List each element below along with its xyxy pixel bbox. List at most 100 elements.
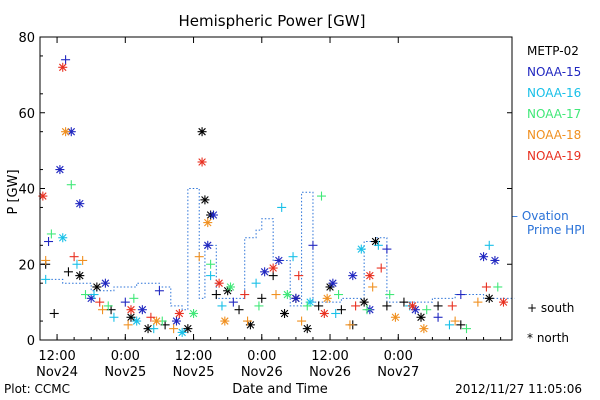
x-tick-date: Nov25 <box>173 365 215 380</box>
south-point-metp-02 <box>211 290 221 300</box>
legend: METP-02 NOAA-15 NOAA-16 NOAA-17 NOAA-18 NOAA-… <box>512 44 585 345</box>
north-point-noaa-15 <box>171 316 181 326</box>
south-point-noaa-18 <box>169 324 179 334</box>
y-tick-label: 80 <box>18 31 35 46</box>
south-point-noaa-16 <box>288 252 298 262</box>
north-point-noaa-15 <box>479 252 489 262</box>
x-tick-time: 12:00 <box>38 349 75 364</box>
south-point-noaa-15 <box>382 244 392 254</box>
south-point-metp-02 <box>456 320 466 330</box>
north-point-noaa-15 <box>208 210 218 220</box>
south-point-noaa-16 <box>331 308 341 318</box>
north-point-noaa-17 <box>189 308 199 318</box>
south-point-noaa-17 <box>206 259 216 269</box>
x-tick-date: Nov27 <box>377 365 419 380</box>
south-point-noaa-17 <box>80 290 90 300</box>
north-point-metp-02 <box>92 282 102 292</box>
south-point-noaa-18 <box>98 305 108 315</box>
north-point-metp-02 <box>126 312 136 322</box>
north-point-metp-02 <box>197 127 207 137</box>
south-point-noaa-19 <box>481 282 491 292</box>
north-point-noaa-19 <box>365 271 375 281</box>
south-point-noaa-18 <box>345 320 355 330</box>
south-point-metp-02 <box>257 293 267 303</box>
north-point-noaa-19 <box>58 62 68 72</box>
x-tick-date: Nov25 <box>104 365 146 380</box>
south-point-noaa-16 <box>89 290 99 300</box>
south-point-noaa-16 <box>277 202 287 212</box>
footer-plot-credit: Plot: CCMC <box>4 382 70 396</box>
south-point-metp-02 <box>49 308 59 318</box>
south-point-noaa-16 <box>251 278 261 288</box>
south-point-noaa-16 <box>149 324 159 334</box>
north-point-noaa-15 <box>55 165 65 175</box>
x-axis-ticks: 12:00Nov240:00Nov2512:00Nov250:00Nov2612… <box>36 37 502 380</box>
south-point-metp-02 <box>314 301 324 311</box>
legend-entry: NOAA-16 <box>527 86 581 100</box>
south-point-noaa-19 <box>447 301 457 311</box>
south-point-noaa-19 <box>351 301 361 311</box>
north-point-noaa-16 <box>177 327 187 337</box>
south-point-noaa-18 <box>78 255 88 265</box>
south-point-noaa-15 <box>61 55 71 65</box>
south-point-metp-02 <box>433 301 443 311</box>
legend-marker-north: * north <box>527 331 569 345</box>
x-tick-date: Nov26 <box>241 365 283 380</box>
south-point-metp-02 <box>234 305 244 315</box>
south-point-metp-02 <box>268 271 278 281</box>
legend-entry: NOAA-19 <box>527 149 581 163</box>
north-point-metp-02 <box>183 324 193 334</box>
ovation-hpi-line <box>51 188 515 311</box>
south-point-noaa-17 <box>302 301 312 311</box>
x-tick-time: 12:00 <box>311 349 348 364</box>
y-tick-label: 20 <box>18 258 35 273</box>
south-point-noaa-19 <box>95 297 105 307</box>
south-point-noaa-16 <box>217 301 227 311</box>
north-point-metp-02 <box>200 195 210 205</box>
north-point-noaa-18 <box>220 316 230 326</box>
south-point-noaa-17 <box>316 191 326 201</box>
y-axis-ticks: 0 20 40 60 80 <box>18 31 512 349</box>
south-point-noaa-18 <box>297 316 307 326</box>
footer-timestamp: 2012/11/27 11:05:06 <box>455 382 582 396</box>
y-axis-label: P [GW] <box>6 169 21 214</box>
x-tick-time: 0:00 <box>384 349 413 364</box>
north-point-metp-02 <box>280 308 290 318</box>
south-point-noaa-18 <box>473 297 483 307</box>
south-point-noaa-16 <box>72 259 82 269</box>
south-point-noaa-16 <box>373 240 383 250</box>
north-point-noaa-18 <box>61 127 71 137</box>
south-point-noaa-18 <box>41 255 51 265</box>
legend-ovation: – Ovation Prime HPI <box>512 209 585 237</box>
ovation-hpi-steps <box>51 188 515 311</box>
north-point-noaa-15 <box>291 293 301 303</box>
data-points <box>38 55 508 337</box>
south-point-noaa-16 <box>41 274 51 284</box>
south-point-noaa-15 <box>154 286 164 296</box>
north-point-noaa-18 <box>152 316 162 326</box>
north-point-noaa-17 <box>226 282 236 292</box>
south-point-noaa-15 <box>120 297 130 307</box>
south-point-noaa-17 <box>103 301 113 311</box>
north-point-noaa-15 <box>348 271 358 281</box>
north-point-noaa-15 <box>328 278 338 288</box>
south-point-noaa-17 <box>462 324 472 334</box>
x-tick-time: 0:00 <box>111 349 140 364</box>
south-point-noaa-17 <box>422 305 432 315</box>
south-point-noaa-16 <box>109 312 119 322</box>
south-point-noaa-18 <box>450 316 460 326</box>
south-point-noaa-17 <box>385 290 395 300</box>
south-point-metp-02 <box>382 301 392 311</box>
south-point-noaa-15 <box>308 240 318 250</box>
legend-entry: METP-02 <box>527 44 579 58</box>
north-point-noaa-15 <box>75 199 85 209</box>
south-point-noaa-15 <box>456 290 466 300</box>
north-point-metp-02 <box>75 271 85 281</box>
north-point-noaa-15 <box>100 278 110 288</box>
south-point-noaa-16 <box>484 240 494 250</box>
north-point-noaa-15 <box>137 305 147 315</box>
south-point-noaa-15 <box>44 237 54 247</box>
north-point-noaa-15 <box>490 255 500 265</box>
south-point-noaa-17 <box>254 301 264 311</box>
legend-entry: NOAA-15 <box>527 65 581 79</box>
